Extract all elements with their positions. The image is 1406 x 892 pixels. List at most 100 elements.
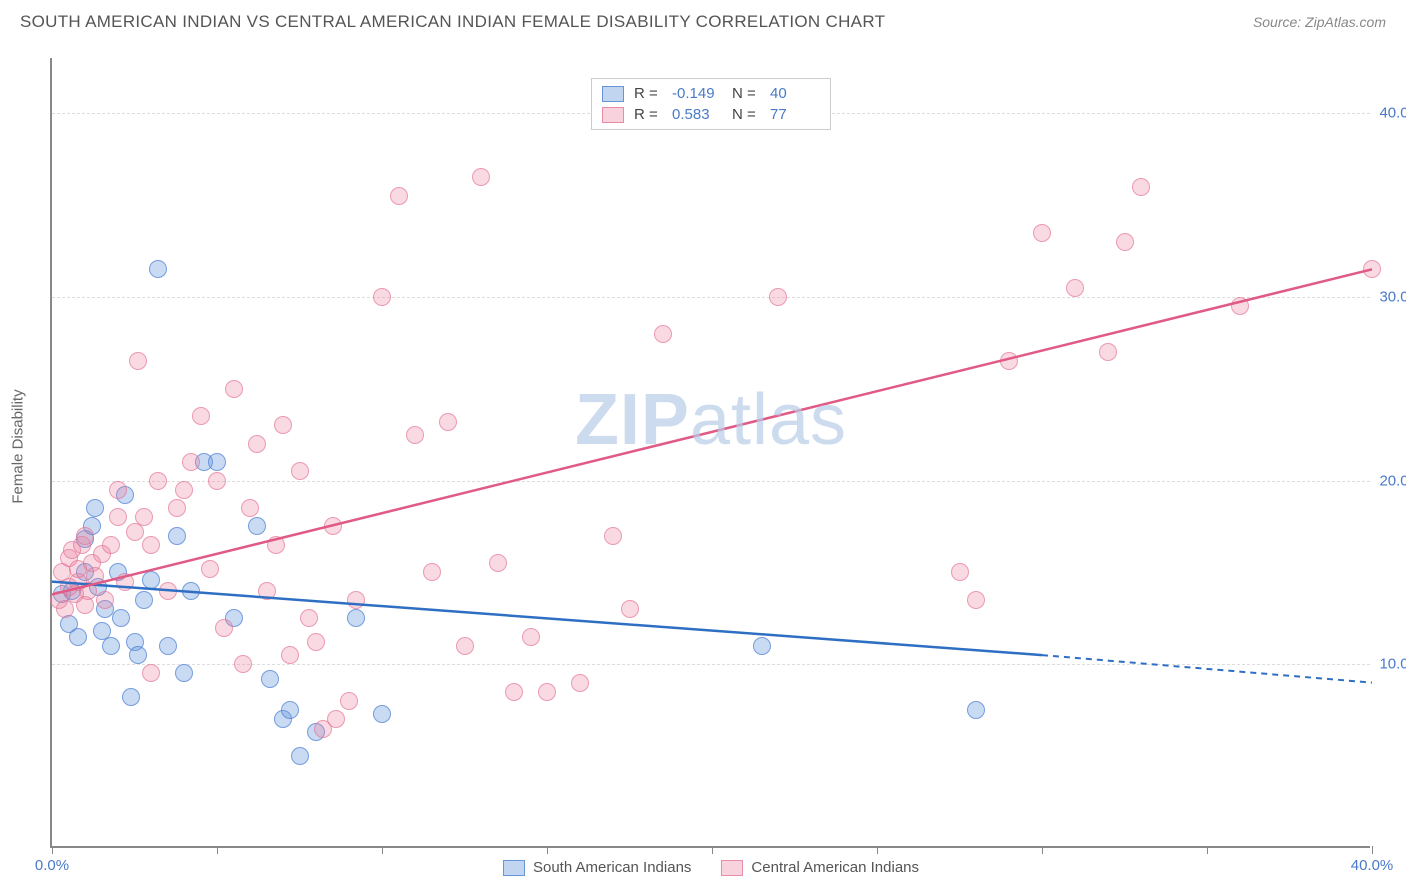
scatter-point bbox=[291, 747, 309, 765]
scatter-point bbox=[281, 646, 299, 664]
x-tick-mark bbox=[52, 846, 53, 854]
scatter-point bbox=[327, 710, 345, 728]
y-tick-label: 40.0% bbox=[1379, 105, 1406, 122]
scatter-point bbox=[291, 462, 309, 480]
scatter-point bbox=[1231, 297, 1249, 315]
legend-label-pink: Central American Indians bbox=[751, 859, 919, 876]
r-value-pink: 0.583 bbox=[672, 106, 722, 123]
x-tick-mark bbox=[877, 846, 878, 854]
scatter-point bbox=[168, 499, 186, 517]
scatter-point bbox=[102, 637, 120, 655]
scatter-point bbox=[1116, 233, 1134, 251]
r-label: R = bbox=[634, 85, 662, 102]
chart-container: Female Disability ZIPatlas R = -0.149 N … bbox=[0, 38, 1406, 888]
n-label: N = bbox=[732, 106, 760, 123]
y-axis-label: Female Disability bbox=[10, 389, 27, 503]
x-tick-mark bbox=[217, 846, 218, 854]
legend-label-blue: South American Indians bbox=[533, 859, 691, 876]
scatter-point bbox=[423, 563, 441, 581]
scatter-point bbox=[472, 168, 490, 186]
scatter-point bbox=[347, 609, 365, 627]
scatter-point bbox=[522, 628, 540, 646]
scatter-point bbox=[96, 591, 114, 609]
r-value-blue: -0.149 bbox=[672, 85, 722, 102]
n-label: N = bbox=[732, 85, 760, 102]
scatter-point bbox=[234, 655, 252, 673]
scatter-point bbox=[149, 472, 167, 490]
gridline-h bbox=[52, 297, 1370, 298]
scatter-point bbox=[258, 582, 276, 600]
scatter-point bbox=[109, 508, 127, 526]
scatter-point bbox=[142, 571, 160, 589]
x-tick-mark bbox=[1042, 846, 1043, 854]
scatter-point bbox=[248, 517, 266, 535]
scatter-point bbox=[307, 633, 325, 651]
scatter-point bbox=[241, 499, 259, 517]
scatter-point bbox=[769, 288, 787, 306]
scatter-point bbox=[456, 637, 474, 655]
scatter-point bbox=[967, 591, 985, 609]
scatter-point bbox=[654, 325, 672, 343]
scatter-point bbox=[324, 517, 342, 535]
scatter-point bbox=[102, 536, 120, 554]
x-tick-mark bbox=[712, 846, 713, 854]
scatter-point bbox=[406, 426, 424, 444]
y-tick-label: 30.0% bbox=[1379, 288, 1406, 305]
scatter-point bbox=[192, 407, 210, 425]
scatter-point bbox=[208, 453, 226, 471]
scatter-point bbox=[215, 619, 233, 637]
scatter-point bbox=[86, 567, 104, 585]
series-legend: South American Indians Central American … bbox=[503, 859, 919, 876]
scatter-point bbox=[122, 688, 140, 706]
x-tick-mark bbox=[1372, 846, 1373, 854]
watermark-prefix: ZIP bbox=[575, 380, 690, 460]
scatter-point bbox=[182, 582, 200, 600]
x-tick-mark bbox=[547, 846, 548, 854]
scatter-point bbox=[951, 563, 969, 581]
legend-row-pink: R = 0.583 N = 77 bbox=[602, 104, 820, 125]
x-tick-mark bbox=[1207, 846, 1208, 854]
scatter-point bbox=[373, 705, 391, 723]
scatter-point bbox=[340, 692, 358, 710]
scatter-point bbox=[175, 664, 193, 682]
scatter-point bbox=[129, 646, 147, 664]
scatter-point bbox=[967, 701, 985, 719]
scatter-point bbox=[1132, 178, 1150, 196]
scatter-point bbox=[135, 591, 153, 609]
scatter-point bbox=[1066, 279, 1084, 297]
x-tick-mark bbox=[382, 846, 383, 854]
scatter-point bbox=[201, 560, 219, 578]
legend-item-blue: South American Indians bbox=[503, 859, 691, 876]
legend-swatch-icon bbox=[503, 860, 525, 876]
regression-lines bbox=[52, 58, 1372, 848]
x-tick-label: 40.0% bbox=[1351, 857, 1394, 874]
scatter-point bbox=[69, 628, 87, 646]
scatter-point bbox=[175, 481, 193, 499]
scatter-point bbox=[505, 683, 523, 701]
correlation-legend: R = -0.149 N = 40 R = 0.583 N = 77 bbox=[591, 78, 831, 130]
n-value-pink: 77 bbox=[770, 106, 820, 123]
scatter-point bbox=[208, 472, 226, 490]
scatter-point bbox=[86, 499, 104, 517]
scatter-point bbox=[538, 683, 556, 701]
regression-line bbox=[52, 269, 1372, 594]
scatter-point bbox=[1099, 343, 1117, 361]
scatter-point bbox=[182, 453, 200, 471]
legend-item-pink: Central American Indians bbox=[721, 859, 919, 876]
n-value-blue: 40 bbox=[770, 85, 820, 102]
scatter-point bbox=[109, 481, 127, 499]
gridline-h bbox=[52, 481, 1370, 482]
y-tick-label: 20.0% bbox=[1379, 472, 1406, 489]
x-tick-label: 0.0% bbox=[35, 857, 69, 874]
watermark-suffix: atlas bbox=[690, 380, 847, 460]
scatter-point bbox=[571, 674, 589, 692]
scatter-point bbox=[1033, 224, 1051, 242]
legend-swatch-pink bbox=[602, 107, 624, 123]
watermark: ZIPatlas bbox=[575, 379, 847, 461]
scatter-point bbox=[1363, 260, 1381, 278]
scatter-point bbox=[1000, 352, 1018, 370]
scatter-point bbox=[168, 527, 186, 545]
regression-line-ext bbox=[1042, 655, 1372, 683]
legend-row-blue: R = -0.149 N = 40 bbox=[602, 83, 820, 104]
scatter-point bbox=[112, 609, 130, 627]
